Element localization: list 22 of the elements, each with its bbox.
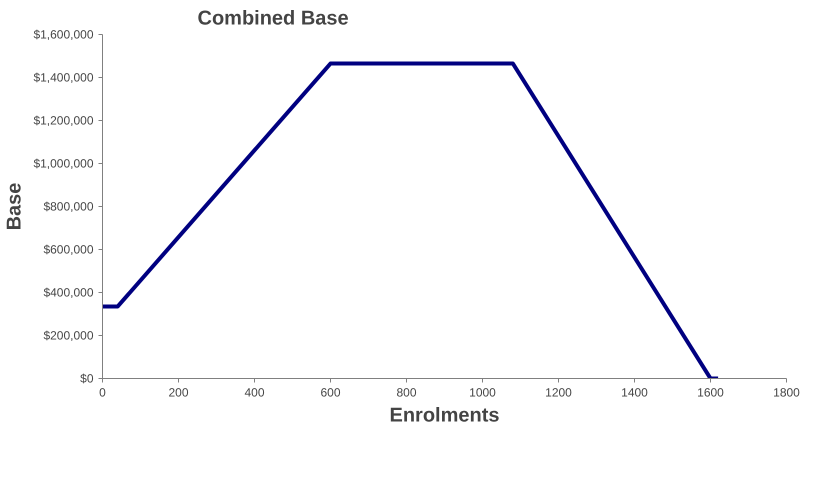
y-tick-label: $0: [80, 372, 94, 386]
y-tick-label: $1,000,000: [33, 156, 94, 170]
x-tick-label: 1200: [545, 386, 572, 400]
x-tick-label: 1400: [621, 386, 648, 400]
chart-title: Combined Base: [198, 8, 349, 30]
y-tick-label: $400,000: [43, 286, 94, 300]
y-tick-label: $1,200,000: [33, 114, 94, 128]
y-axis-title: Base: [3, 182, 26, 230]
x-tick-label: 1000: [469, 386, 496, 400]
x-tick-label: 800: [396, 386, 417, 400]
y-tick-label: $1,600,000: [33, 28, 94, 42]
y-tick-label: $1,400,000: [33, 70, 94, 84]
y-tick-label: $200,000: [43, 328, 94, 342]
x-tick-label: 400: [244, 386, 265, 400]
x-tick-label: 0: [99, 386, 106, 400]
x-axis-title: Enrolments: [389, 404, 500, 426]
x-tick-label: 1600: [697, 386, 724, 400]
x-tick-label: 600: [320, 386, 341, 400]
y-tick-label: $800,000: [43, 200, 94, 214]
x-tick-label: 200: [168, 386, 189, 400]
y-tick-label: $600,000: [43, 242, 94, 256]
x-tick-label: 1800: [773, 386, 800, 400]
